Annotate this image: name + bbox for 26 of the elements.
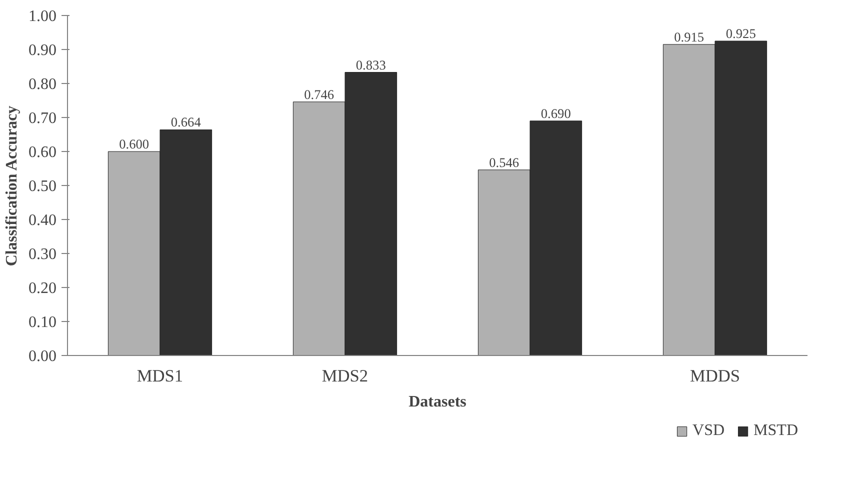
- data-label: 0.746: [304, 86, 334, 102]
- y-tick-label: 0.00: [28, 348, 56, 365]
- y-tick-label: 0.10: [28, 314, 56, 331]
- data-label: 0.690: [540, 106, 572, 121]
- data-label: 0.833: [356, 57, 386, 72]
- y-axis-title: Classification Accuracy: [4, 106, 20, 266]
- x-tick-label: MDDS: [690, 366, 740, 386]
- legend-label: MSTD: [754, 422, 798, 440]
- data-label: 0.600: [119, 136, 150, 152]
- x-tick-label: MDS1: [136, 366, 184, 386]
- y-tick-label: 0.30: [28, 246, 56, 263]
- x-axis-title: Datasets: [408, 394, 466, 410]
- data-label: 0.664: [170, 114, 202, 130]
- y-tick-label: 0.80: [28, 76, 56, 93]
- x-tick-label: MDS2: [322, 366, 368, 386]
- y-tick-label: 1.00: [28, 8, 56, 25]
- y-tick-label: 0.70: [28, 110, 56, 127]
- y-tick-label: 0.20: [28, 280, 56, 297]
- data-label: 0.546: [489, 154, 520, 170]
- data-label: 0.915: [674, 29, 704, 44]
- legend-label: VSD: [692, 422, 725, 440]
- y-tick-label: 0.60: [28, 144, 56, 161]
- data-label: 0.925: [726, 26, 756, 41]
- y-tick-label: 0.50: [28, 178, 56, 195]
- y-tick-label: 0.90: [28, 42, 56, 59]
- y-tick-label: 0.40: [28, 212, 56, 229]
